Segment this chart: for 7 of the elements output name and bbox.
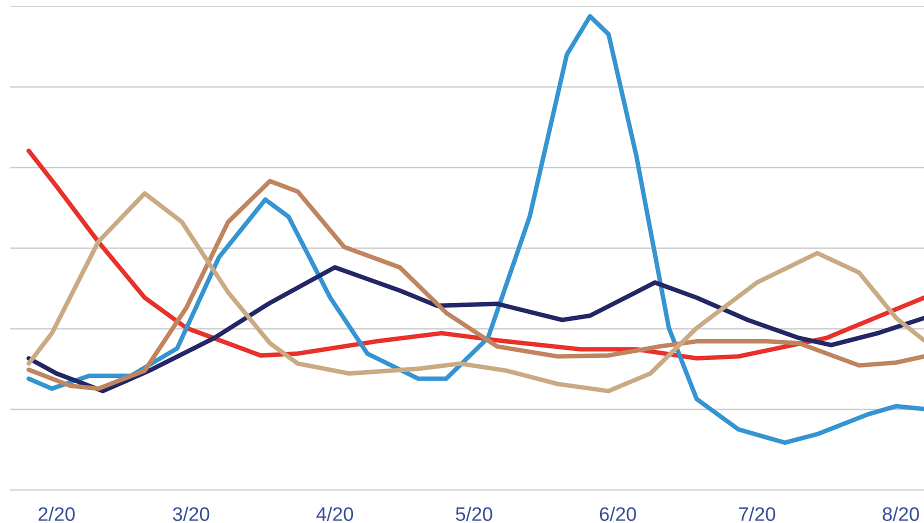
x-tick-label: 3/20 [172,506,210,521]
x-tick-label: 6/20 [600,506,636,521]
x-tick-label: 7/20 [739,506,776,521]
x-tick-label: 4/20 [316,506,354,521]
x-tick-label: 5/20 [456,506,492,521]
x-tick-label: 2/20 [38,506,75,521]
x-tick-label: 8/20 [882,506,919,521]
